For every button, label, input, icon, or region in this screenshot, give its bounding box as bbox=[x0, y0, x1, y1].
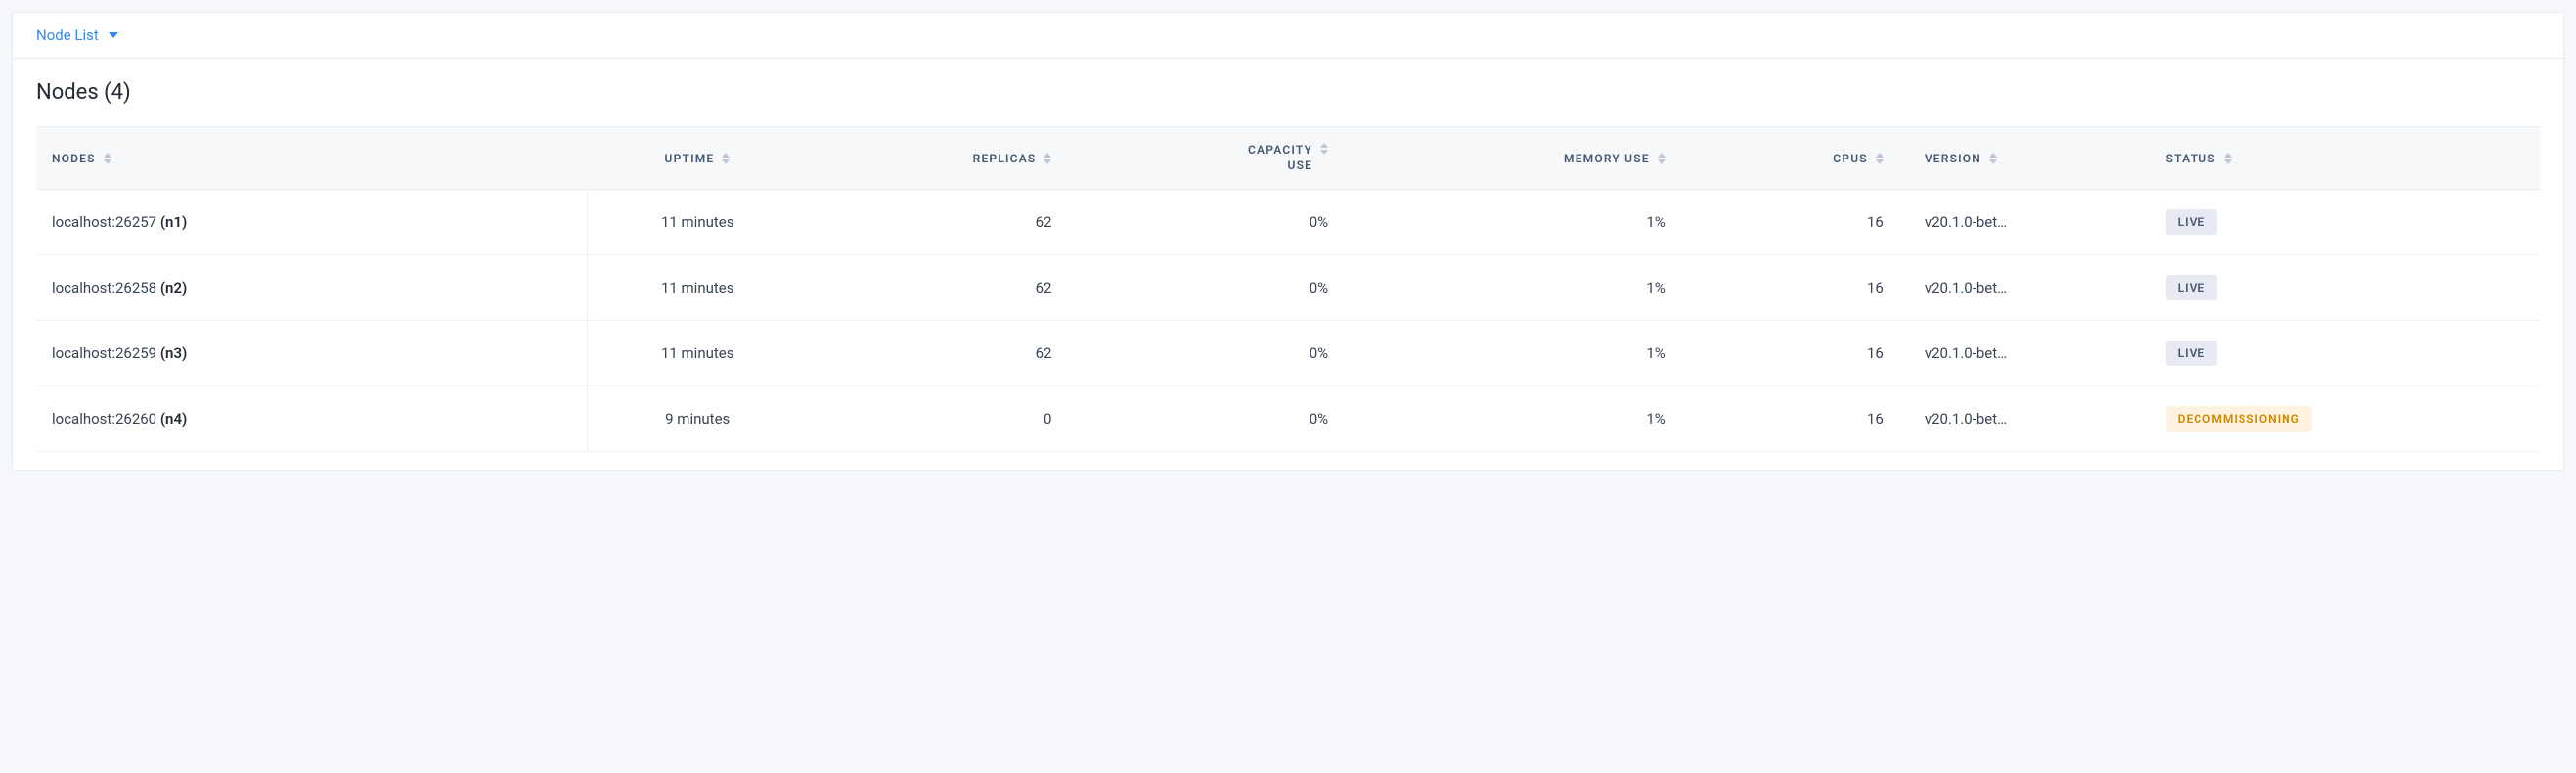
sort-icon[interactable] bbox=[1658, 153, 1666, 164]
nodes-panel: Node List Nodes (4) NODES UPTIME REPLICA… bbox=[12, 12, 2564, 471]
col-header-label: VERSION bbox=[1925, 152, 1981, 165]
view-dropdown[interactable]: Node List bbox=[36, 26, 99, 44]
cell-uptime: 11 minutes bbox=[587, 321, 808, 386]
cell-capacity: 0% bbox=[1081, 321, 1357, 386]
sort-icon[interactable] bbox=[104, 153, 111, 164]
sort-icon[interactable] bbox=[2224, 153, 2232, 164]
cell-replicas: 0 bbox=[808, 386, 1082, 452]
cell-capacity: 0% bbox=[1081, 386, 1357, 452]
cell-version: v20.1.0-bet… bbox=[1913, 321, 2154, 386]
table-header-row: NODES UPTIME REPLICAS CAPACITYUSE MEMORY… bbox=[36, 127, 2540, 190]
cell-node[interactable]: localhost:26257 (n1) bbox=[36, 190, 587, 255]
col-header-label: REPLICAS bbox=[973, 152, 1037, 165]
cell-status: DECOMMISSIONING bbox=[2154, 386, 2540, 452]
table-row[interactable]: localhost:26259 (n3)11 minutes620%1%16v2… bbox=[36, 321, 2540, 386]
cell-replicas: 62 bbox=[808, 255, 1082, 321]
col-header-label: CAPACITYUSE bbox=[1248, 143, 1312, 173]
table-row[interactable]: localhost:26257 (n1)11 minutes620%1%16v2… bbox=[36, 190, 2540, 255]
node-id: (n4) bbox=[160, 410, 187, 428]
cell-version: v20.1.0-bet… bbox=[1913, 255, 2154, 321]
cell-node[interactable]: localhost:26258 (n2) bbox=[36, 255, 587, 321]
cell-cpus: 16 bbox=[1705, 190, 1913, 255]
cell-version: v20.1.0-bet… bbox=[1913, 190, 2154, 255]
status-badge: DECOMMISSIONING bbox=[2166, 406, 2312, 432]
cell-node[interactable]: localhost:26260 (n4) bbox=[36, 386, 587, 452]
cell-memory: 1% bbox=[1357, 190, 1705, 255]
cell-replicas: 62 bbox=[808, 321, 1082, 386]
sort-icon[interactable] bbox=[1044, 153, 1051, 164]
col-header-capacity[interactable]: CAPACITYUSE bbox=[1081, 127, 1357, 190]
cell-cpus: 16 bbox=[1705, 321, 1913, 386]
status-badge: LIVE bbox=[2166, 275, 2218, 300]
cell-cpus: 16 bbox=[1705, 386, 1913, 452]
node-host: localhost:26258 bbox=[52, 279, 160, 296]
col-header-label: CPUS bbox=[1833, 152, 1868, 165]
col-header-label: NODES bbox=[52, 152, 96, 165]
col-header-nodes[interactable]: NODES bbox=[36, 127, 587, 190]
cell-uptime: 11 minutes bbox=[587, 255, 808, 321]
cell-capacity: 0% bbox=[1081, 190, 1357, 255]
node-id: (n3) bbox=[160, 344, 187, 362]
sort-icon[interactable] bbox=[1320, 143, 1328, 155]
cell-node[interactable]: localhost:26259 (n3) bbox=[36, 321, 587, 386]
cell-capacity: 0% bbox=[1081, 255, 1357, 321]
node-host: localhost:26257 bbox=[52, 213, 160, 231]
cell-memory: 1% bbox=[1357, 386, 1705, 452]
status-badge: LIVE bbox=[2166, 209, 2218, 235]
status-badge: LIVE bbox=[2166, 341, 2218, 366]
node-id: (n1) bbox=[160, 213, 187, 231]
sort-icon[interactable] bbox=[1876, 153, 1884, 164]
col-header-cpus[interactable]: CPUS bbox=[1705, 127, 1913, 190]
table-row[interactable]: localhost:26260 (n4)9 minutes00%1%16v20.… bbox=[36, 386, 2540, 452]
node-host: localhost:26260 bbox=[52, 410, 160, 428]
node-id: (n2) bbox=[160, 279, 187, 296]
cell-uptime: 9 minutes bbox=[587, 386, 808, 452]
col-header-label: UPTIME bbox=[665, 152, 715, 165]
cell-status: LIVE bbox=[2154, 190, 2540, 255]
panel-header: Node List bbox=[13, 13, 2563, 59]
cell-status: LIVE bbox=[2154, 255, 2540, 321]
nodes-table: NODES UPTIME REPLICAS CAPACITYUSE MEMORY… bbox=[36, 126, 2540, 452]
cell-cpus: 16 bbox=[1705, 255, 1913, 321]
col-header-uptime[interactable]: UPTIME bbox=[587, 127, 808, 190]
sort-icon[interactable] bbox=[722, 153, 730, 164]
cell-version: v20.1.0-bet… bbox=[1913, 386, 2154, 452]
cell-replicas: 62 bbox=[808, 190, 1082, 255]
col-header-status[interactable]: STATUS bbox=[2154, 127, 2540, 190]
cell-memory: 1% bbox=[1357, 321, 1705, 386]
col-header-memory[interactable]: MEMORY USE bbox=[1357, 127, 1705, 190]
node-host: localhost:26259 bbox=[52, 344, 160, 362]
sort-icon[interactable] bbox=[1989, 153, 1997, 164]
cell-status: LIVE bbox=[2154, 321, 2540, 386]
cell-memory: 1% bbox=[1357, 255, 1705, 321]
col-header-replicas[interactable]: REPLICAS bbox=[808, 127, 1082, 190]
cell-uptime: 11 minutes bbox=[587, 190, 808, 255]
col-header-label: MEMORY USE bbox=[1564, 152, 1650, 165]
caret-down-icon[interactable] bbox=[109, 32, 118, 38]
table-row[interactable]: localhost:26258 (n2)11 minutes620%1%16v2… bbox=[36, 255, 2540, 321]
col-header-version[interactable]: VERSION bbox=[1913, 127, 2154, 190]
page-title: Nodes (4) bbox=[36, 80, 2540, 105]
col-header-label: STATUS bbox=[2166, 152, 2216, 165]
panel-body: Nodes (4) NODES UPTIME REPLICAS CAPACITY… bbox=[13, 59, 2563, 470]
